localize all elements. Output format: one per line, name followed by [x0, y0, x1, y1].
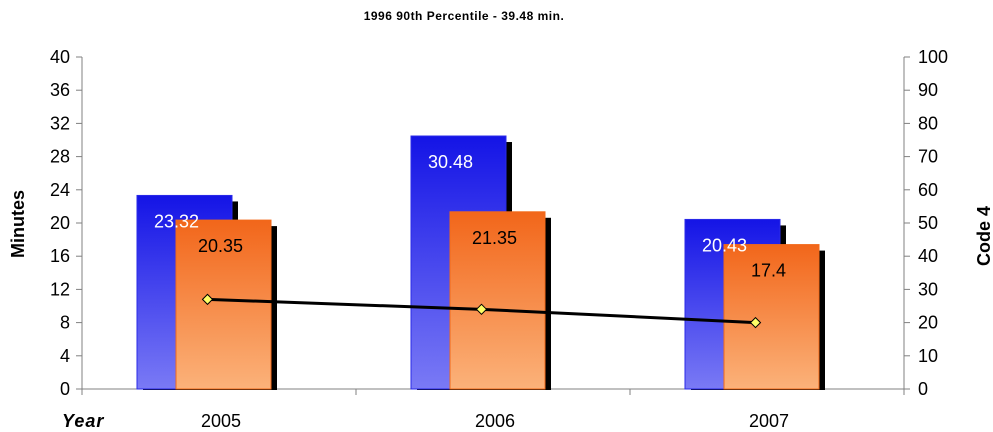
y2-tick-label: 30 — [918, 279, 938, 299]
y-tick-label: 36 — [50, 80, 70, 100]
y-tick-label: 4 — [60, 346, 70, 366]
bar-series-2-label: 20.35 — [198, 236, 243, 256]
plot-area: 0 4 8 12 16 20 24 28 32 36 40 0 10 20 30 40 50 60 70 80 90 10… — [50, 47, 948, 431]
y-axis-title: Minutes — [8, 190, 28, 258]
y-tick-label: 0 — [60, 379, 70, 399]
bar-series-2 — [175, 219, 272, 390]
y2-tick-label: 90 — [918, 80, 938, 100]
line-point — [475, 303, 488, 316]
line-point — [201, 293, 214, 306]
y-tick-label: 16 — [50, 246, 70, 266]
bar-series-2 — [449, 211, 546, 390]
y-tick-label: 40 — [50, 47, 70, 67]
y-tick-label: 28 — [50, 147, 70, 167]
y2-axis-title: Code 4 — [974, 206, 993, 266]
x-axis-title: Year — [62, 411, 104, 431]
y-tick-label: 8 — [60, 313, 70, 333]
bar-series-2 — [723, 244, 820, 390]
line-point — [749, 316, 762, 329]
bar-series-1-label: 23.32 — [154, 211, 199, 231]
bar-series-1-label: 30.48 — [428, 152, 473, 172]
y-tick-label: 24 — [50, 180, 70, 200]
x-tick-label: 2006 — [475, 411, 515, 431]
x-tick-label: 2007 — [749, 411, 789, 431]
y2-tick-label: 100 — [918, 47, 948, 67]
y2-tick-label: 20 — [918, 313, 938, 333]
y2-tick-label: 0 — [918, 379, 928, 399]
bar-series-2-label: 17.4 — [751, 261, 786, 281]
y-tick-label: 32 — [50, 113, 70, 133]
bar-series-2-label: 21.35 — [472, 228, 517, 248]
bar-series-1-label: 20.43 — [702, 235, 747, 255]
y-tick-label: 20 — [50, 213, 70, 233]
y-tick-label: 12 — [50, 279, 70, 299]
y2-tick-label: 60 — [918, 180, 938, 200]
y2-tick-label: 50 — [918, 213, 938, 233]
y2-tick-label: 40 — [918, 246, 938, 266]
x-tick-label: 2005 — [201, 411, 241, 431]
y2-tick-label: 70 — [918, 147, 938, 167]
y2-tick-label: 80 — [918, 113, 938, 133]
y2-tick-label: 10 — [918, 346, 938, 366]
chart-title: 1996 90th Percentile - 39.48 min. — [364, 9, 565, 23]
